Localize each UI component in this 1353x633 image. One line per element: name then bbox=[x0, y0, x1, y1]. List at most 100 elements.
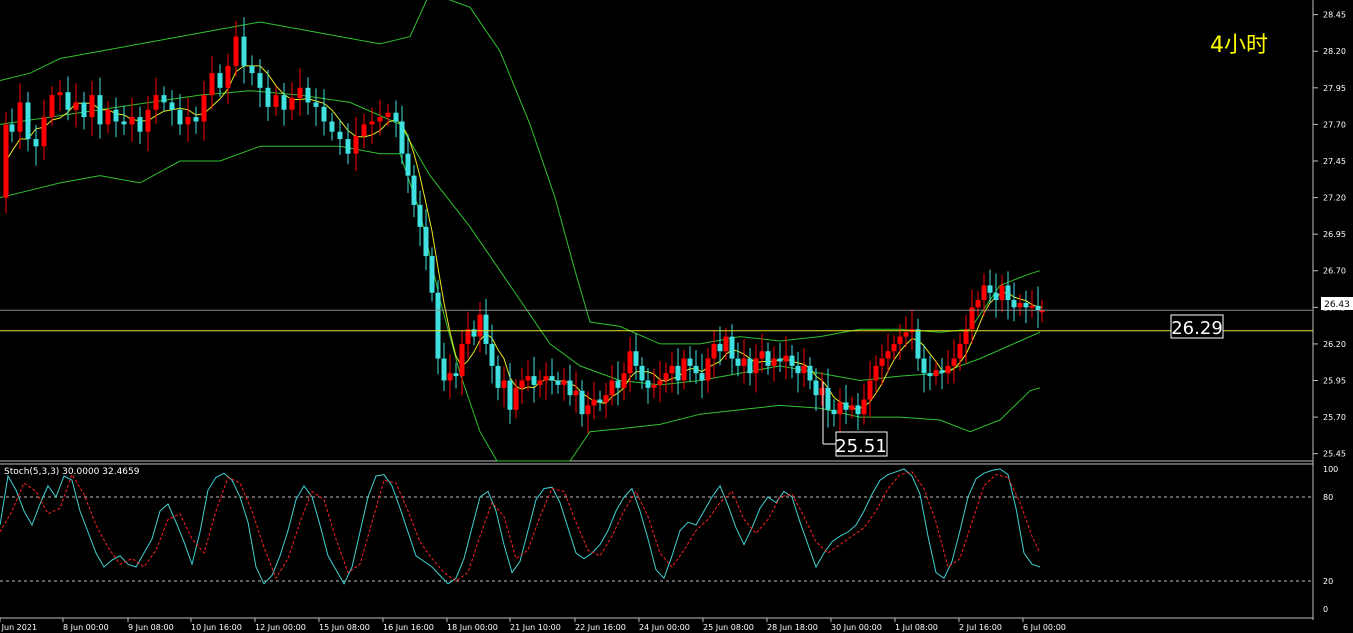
candle-down bbox=[597, 399, 603, 403]
candle-up bbox=[711, 343, 717, 359]
candle-up bbox=[477, 314, 483, 337]
candle-up bbox=[873, 365, 879, 381]
candle-up bbox=[837, 402, 843, 415]
candle-down bbox=[747, 358, 753, 374]
time-tick-label: 28 Jun 18:00 bbox=[767, 623, 818, 632]
candle-down bbox=[453, 373, 459, 377]
candle-down bbox=[121, 121, 127, 125]
candle-up bbox=[1017, 302, 1023, 308]
candle-down bbox=[113, 109, 119, 122]
candle-up bbox=[999, 285, 1005, 301]
time-tick-label: 30 Jun 00:00 bbox=[831, 623, 882, 632]
stoch-main-line bbox=[0, 468, 1041, 585]
candle-up bbox=[519, 380, 525, 388]
candle-down bbox=[399, 121, 405, 154]
time-tick-label: 15 Jun 08:00 bbox=[319, 623, 370, 632]
candle-up bbox=[723, 336, 729, 352]
candle-down bbox=[987, 285, 993, 293]
candle-up bbox=[891, 343, 897, 352]
candle-up bbox=[49, 95, 55, 118]
stochastic-panel: 100 80 20 0 bbox=[0, 465, 1338, 614]
time-tick-label: 8 Jun 00:00 bbox=[63, 623, 109, 632]
candle-down bbox=[789, 355, 795, 366]
candle-up bbox=[783, 355, 789, 362]
candle-up bbox=[627, 351, 633, 374]
candle-down bbox=[549, 376, 555, 381]
candle-down bbox=[939, 370, 945, 374]
candle-up bbox=[945, 365, 951, 374]
candle-down bbox=[411, 175, 417, 205]
bollinger-bands bbox=[0, 0, 1043, 462]
candle-down bbox=[687, 358, 693, 366]
candle-down bbox=[1011, 300, 1017, 308]
candle-up bbox=[975, 300, 981, 308]
price-tick-label: 25.45 bbox=[1323, 450, 1346, 459]
candle-down bbox=[429, 256, 435, 293]
stoch-indicator-label: Stoch(5,3,3) 30.0000 32.4659 bbox=[4, 467, 140, 477]
candle-down bbox=[81, 102, 87, 118]
stoch-signal-line bbox=[0, 471, 1041, 582]
price-tick-label: 25.70 bbox=[1323, 413, 1346, 422]
time-tick-label: 4 Jun 2021 bbox=[0, 623, 37, 632]
candle-up bbox=[957, 343, 963, 359]
candle-up bbox=[73, 102, 79, 110]
candle-down bbox=[217, 73, 223, 88]
candle-up bbox=[669, 365, 675, 374]
candle-down bbox=[915, 329, 921, 359]
candle-down bbox=[249, 65, 255, 74]
candles bbox=[3, 17, 1045, 434]
candle-down bbox=[795, 365, 801, 374]
time-tick-label: 18 Jun 00:00 bbox=[447, 623, 498, 632]
candle-up bbox=[447, 373, 453, 381]
candle-up bbox=[573, 390, 579, 396]
time-tick-label: 16 Jun 16:00 bbox=[383, 623, 434, 632]
candle-up bbox=[879, 358, 885, 366]
level-tag-box bbox=[1170, 314, 1224, 339]
candle-down bbox=[417, 204, 423, 227]
candle-up bbox=[225, 65, 231, 88]
candle-down bbox=[495, 365, 501, 388]
candle-up bbox=[801, 365, 807, 374]
candle-up bbox=[561, 380, 567, 385]
candle-up bbox=[3, 124, 9, 198]
candle-up bbox=[361, 124, 367, 137]
candle-up bbox=[759, 351, 765, 359]
price-tick-label: 26.20 bbox=[1323, 340, 1346, 349]
candle-down bbox=[313, 102, 319, 107]
candle-down bbox=[693, 365, 699, 374]
candle-down bbox=[471, 329, 477, 337]
time-tick-label: 1 Jul 08:00 bbox=[895, 623, 938, 632]
moving-average-line bbox=[5, 65, 1043, 410]
candle-up bbox=[591, 399, 597, 406]
bollinger-middle-band bbox=[0, 90, 1041, 386]
candle-down bbox=[633, 351, 639, 366]
candle-up bbox=[353, 136, 359, 154]
time-tick-label: 12 Jun 00:00 bbox=[255, 623, 306, 632]
candle-down bbox=[855, 405, 861, 415]
candle-down bbox=[489, 343, 495, 366]
candle-down bbox=[729, 336, 735, 359]
candle-down bbox=[345, 139, 351, 154]
candle-down bbox=[843, 402, 849, 410]
current-price-box bbox=[1321, 297, 1353, 310]
candle-up bbox=[603, 395, 609, 403]
price-tick-label: 27.70 bbox=[1323, 120, 1346, 129]
candle-up bbox=[297, 87, 303, 99]
price-tick-label: 27.95 bbox=[1323, 84, 1346, 93]
price-tick-label: 26.95 bbox=[1323, 230, 1346, 239]
candle-down bbox=[65, 92, 71, 110]
price-tick-label: 27.45 bbox=[1323, 157, 1346, 166]
time-axis: 4 Jun 2021 8 Jun 00:00 9 Jun 08:00 10 Jun 1… bbox=[0, 618, 1066, 632]
candle-up bbox=[621, 373, 627, 388]
stoch-tick-label: 20 bbox=[1323, 577, 1333, 586]
candle-down bbox=[97, 95, 103, 125]
candle-down bbox=[825, 387, 831, 410]
candle-down bbox=[735, 358, 741, 366]
time-tick-label: 22 Jun 16:00 bbox=[575, 623, 626, 632]
candle-up bbox=[771, 358, 777, 366]
candle-down bbox=[393, 112, 399, 122]
candle-down bbox=[193, 117, 199, 122]
price-tick-label: 28.20 bbox=[1323, 47, 1346, 56]
